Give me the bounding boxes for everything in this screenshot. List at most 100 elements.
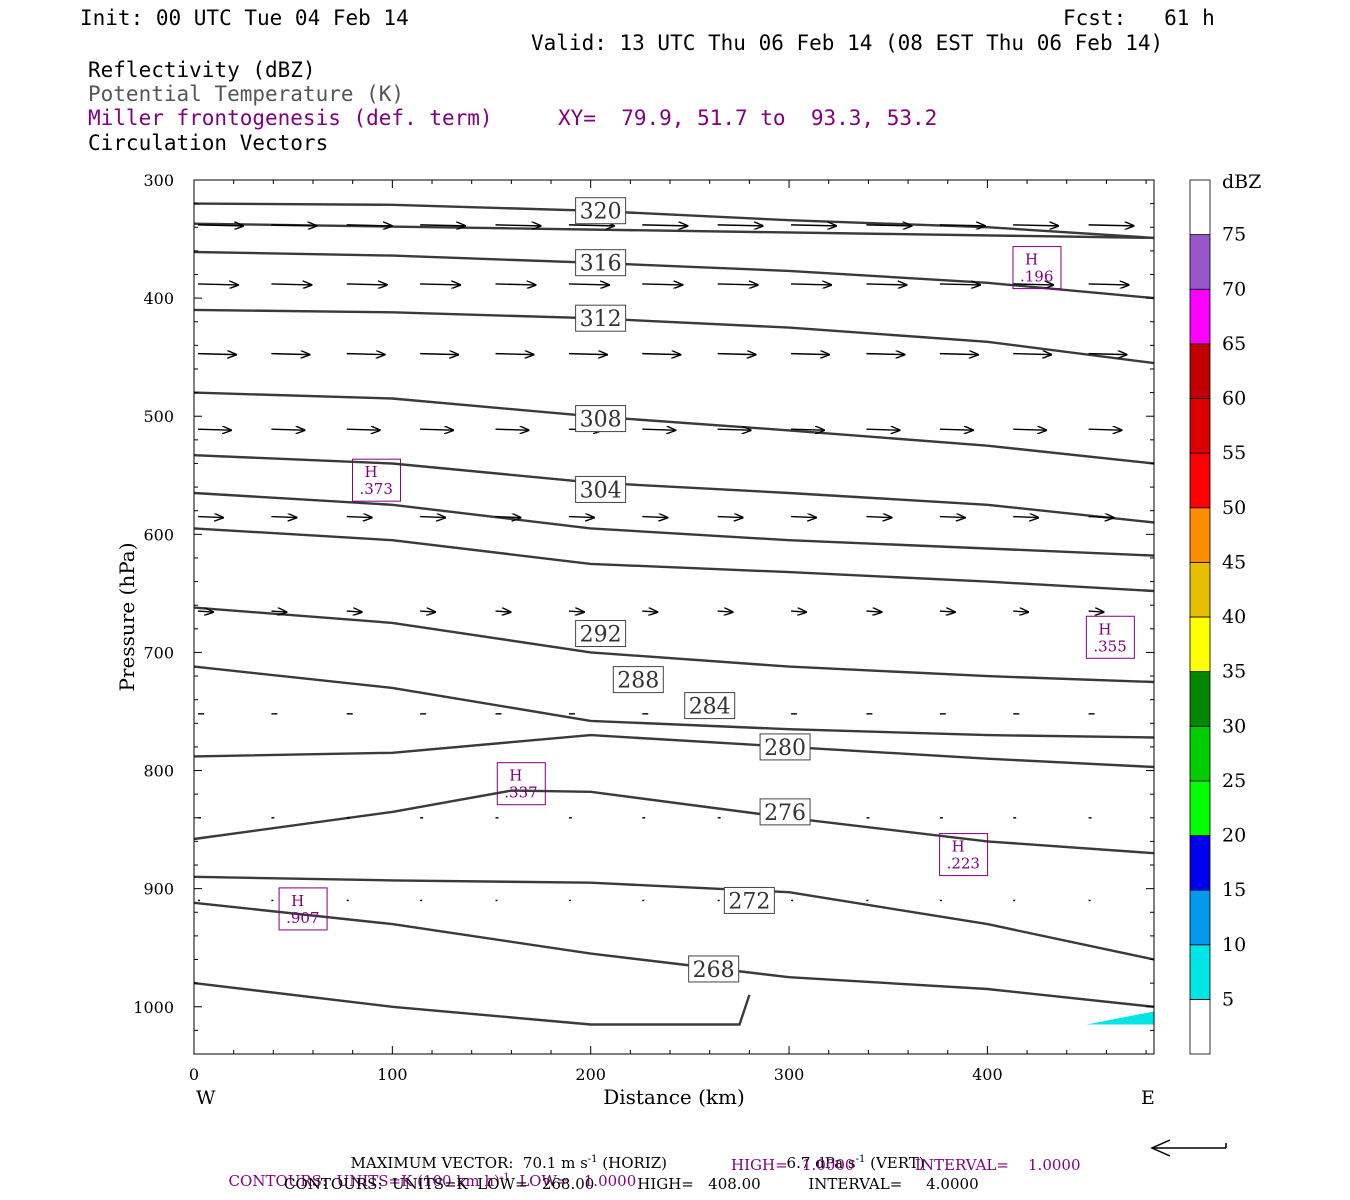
circulation-vector bbox=[717, 429, 751, 430]
isentrope-label: 288 bbox=[617, 669, 659, 694]
exponent: -1 bbox=[855, 1154, 866, 1165]
y-tick-label: 300 bbox=[143, 171, 174, 190]
circulation-vector bbox=[197, 225, 243, 226]
circulation-vector bbox=[568, 611, 584, 612]
circulation-vector bbox=[866, 517, 891, 518]
isentrope-line bbox=[193, 606, 1155, 684]
colorbar-level: 45 bbox=[1222, 551, 1246, 573]
circulation-vector bbox=[642, 225, 687, 226]
isentrope-label-box bbox=[759, 733, 811, 761]
valid-time: Valid: 13 UTC Thu 06 Feb 14 (08 EST Thu … bbox=[531, 31, 1164, 55]
circulation-vector bbox=[1013, 429, 1046, 430]
circulation-vector bbox=[717, 284, 758, 285]
colorbar-level: 50 bbox=[1222, 497, 1246, 519]
circulation-vector bbox=[866, 429, 899, 430]
circulation-vector bbox=[346, 354, 385, 355]
circulation-vector bbox=[1013, 284, 1053, 285]
x-tick-label: 400 bbox=[972, 1065, 1003, 1084]
frontogenesis-low: LOW= 1.0000 bbox=[509, 1172, 637, 1190]
circulation-vector bbox=[717, 225, 763, 226]
x-tick-label: 100 bbox=[377, 1065, 408, 1084]
field-potential-temperature: Potential Temperature (K) bbox=[88, 82, 405, 106]
y-tick-label: 800 bbox=[143, 762, 174, 781]
isentrope-label: 284 bbox=[689, 695, 731, 720]
circulation-vector bbox=[1088, 429, 1122, 430]
circulation-vector bbox=[495, 225, 541, 226]
colorbar-segment bbox=[1189, 616, 1211, 673]
circulation-vector bbox=[791, 611, 806, 612]
plot-frame bbox=[193, 179, 1155, 1055]
isentrope-line bbox=[193, 491, 1155, 557]
isentrope-line bbox=[193, 308, 1155, 365]
colorbar-segment bbox=[1189, 288, 1211, 345]
colorbar-segment bbox=[1189, 944, 1211, 1000]
frontogenesis-high-box bbox=[351, 458, 401, 502]
y-axis-label: Pressure (hPa) bbox=[115, 543, 139, 692]
exponent: -1 bbox=[499, 1172, 510, 1183]
circulation-vector bbox=[495, 611, 511, 612]
x-axis-label: Distance (km) bbox=[603, 1085, 745, 1109]
max-vector-horiz-tag: (HORIZ) bbox=[597, 1154, 668, 1172]
max-vector-horiz: MAXIMUM VECTOR: 70.1 m s bbox=[350, 1154, 588, 1172]
isentrope-line bbox=[193, 202, 1155, 240]
circulation-vector bbox=[866, 611, 881, 612]
frontogenesis-high-box bbox=[496, 762, 546, 806]
isentrope-label: 280 bbox=[764, 736, 806, 761]
colorbar-title: dBZ bbox=[1222, 171, 1261, 193]
colorbar-segment bbox=[1189, 234, 1211, 290]
isentrope-line bbox=[193, 665, 1155, 739]
exponent: -1 bbox=[587, 1154, 598, 1165]
isentrope-label-box bbox=[723, 886, 775, 914]
isentrope-line bbox=[193, 733, 1155, 769]
circulation-vector bbox=[197, 429, 231, 430]
forecast-hour: Fcst: 61 h bbox=[1063, 6, 1215, 30]
colorbar-segment bbox=[1189, 998, 1211, 1055]
colorbar-segment bbox=[1189, 671, 1211, 727]
circulation-vector bbox=[717, 517, 743, 518]
circulation-vector bbox=[1088, 611, 1104, 612]
colorbar-segment bbox=[1189, 835, 1211, 891]
isentrope-line bbox=[193, 454, 1155, 524]
circulation-vector bbox=[420, 225, 465, 226]
circulation-vector bbox=[1088, 354, 1127, 355]
frontogenesis-interval: INTERVAL= 1.0000 bbox=[915, 1156, 1081, 1174]
colorbar-segment bbox=[1189, 179, 1211, 236]
circulation-vector bbox=[271, 429, 304, 430]
circulation-vector bbox=[1013, 611, 1028, 612]
circulation-vector bbox=[866, 225, 911, 226]
frontogenesis-high-value: .355 bbox=[1093, 637, 1126, 655]
circulation-vector bbox=[791, 354, 829, 355]
frontogenesis-high-letter: H bbox=[509, 767, 522, 785]
circulation-vector bbox=[271, 517, 296, 518]
circulation-vector bbox=[197, 517, 223, 518]
circulation-vector bbox=[271, 354, 309, 355]
isentrope-label-box bbox=[575, 304, 627, 332]
isentrope-label-box bbox=[575, 249, 627, 277]
frontogenesis-contour-info: CONTOURS: UNITS=K (100 km h)-1 LOW= 1.00… bbox=[219, 1158, 637, 1190]
circulation-vector bbox=[1088, 284, 1129, 285]
isentrope-label-box bbox=[759, 798, 811, 826]
frontogenesis-high-value: .907 bbox=[286, 909, 319, 927]
colorbar-level: 5 bbox=[1222, 988, 1234, 1010]
y-tick-label: 700 bbox=[143, 643, 174, 662]
colorbar-level: 70 bbox=[1222, 278, 1246, 300]
circulation-vector bbox=[791, 225, 836, 226]
circulation-vector bbox=[346, 611, 362, 612]
circulation-vector bbox=[271, 611, 286, 612]
colorbar-level: 75 bbox=[1222, 224, 1246, 246]
field-reflectivity: Reflectivity (dBZ) bbox=[88, 58, 316, 82]
circulation-vector bbox=[1088, 517, 1114, 518]
isentrope-line bbox=[193, 527, 1155, 593]
frontogenesis-high-value: .337 bbox=[504, 784, 537, 802]
isentrope-label: 308 bbox=[580, 408, 622, 433]
circulation-vector bbox=[568, 354, 607, 355]
colorbar-level: 65 bbox=[1222, 333, 1246, 355]
circulation-vector bbox=[197, 354, 236, 355]
field-circulation-vectors: Circulation Vectors bbox=[88, 131, 329, 155]
circulation-vector bbox=[197, 611, 213, 612]
isentrope-line bbox=[193, 875, 1155, 961]
init-time: Init: 00 UTC Tue 04 Feb 14 bbox=[80, 6, 409, 30]
circulation-vector bbox=[568, 284, 609, 285]
circulation-vector bbox=[346, 429, 380, 430]
